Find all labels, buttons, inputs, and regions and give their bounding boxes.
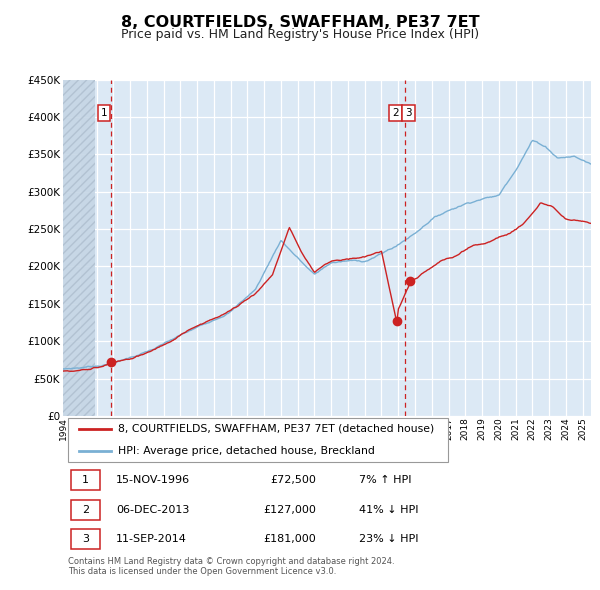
Text: 3: 3 (82, 534, 89, 544)
Text: £127,000: £127,000 (263, 504, 316, 514)
Text: Price paid vs. HM Land Registry's House Price Index (HPI): Price paid vs. HM Land Registry's House … (121, 28, 479, 41)
FancyBboxPatch shape (71, 529, 100, 549)
FancyBboxPatch shape (71, 500, 100, 520)
Text: 23% ↓ HPI: 23% ↓ HPI (359, 534, 418, 544)
FancyBboxPatch shape (71, 470, 100, 490)
Text: HPI: Average price, detached house, Breckland: HPI: Average price, detached house, Brec… (118, 446, 376, 456)
FancyBboxPatch shape (68, 418, 448, 462)
Text: 3: 3 (405, 109, 412, 118)
Text: 15-NOV-1996: 15-NOV-1996 (116, 476, 190, 486)
Text: 1: 1 (82, 476, 89, 486)
Text: Contains HM Land Registry data © Crown copyright and database right 2024.
This d: Contains HM Land Registry data © Crown c… (68, 557, 395, 576)
Text: 11-SEP-2014: 11-SEP-2014 (116, 534, 187, 544)
Text: 8, COURTFIELDS, SWAFFHAM, PE37 7ET: 8, COURTFIELDS, SWAFFHAM, PE37 7ET (121, 15, 479, 30)
Text: £181,000: £181,000 (263, 534, 316, 544)
Text: 7% ↑ HPI: 7% ↑ HPI (359, 476, 411, 486)
Text: 41% ↓ HPI: 41% ↓ HPI (359, 504, 418, 514)
Text: 8, COURTFIELDS, SWAFFHAM, PE37 7ET (detached house): 8, COURTFIELDS, SWAFFHAM, PE37 7ET (deta… (118, 424, 434, 434)
Text: 2: 2 (82, 504, 89, 514)
Bar (63, 80, 95, 416)
Text: 1: 1 (101, 109, 107, 118)
Text: 2: 2 (392, 109, 399, 118)
Text: 06-DEC-2013: 06-DEC-2013 (116, 504, 189, 514)
Text: £72,500: £72,500 (271, 476, 316, 486)
